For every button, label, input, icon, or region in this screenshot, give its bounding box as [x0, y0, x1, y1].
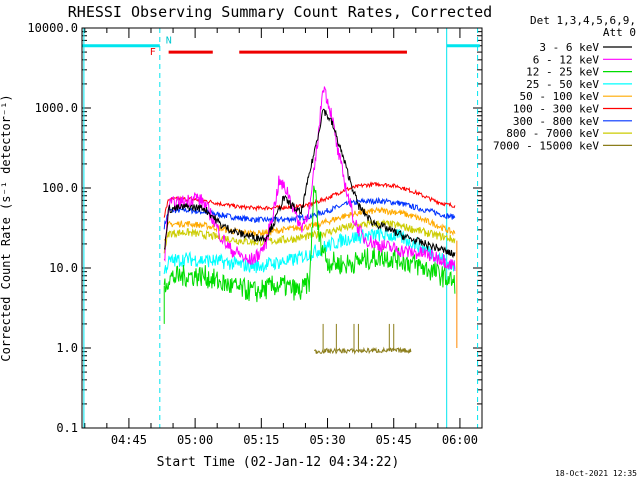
chart-title: RHESSI Observing Summary Count Rates, Co…: [68, 3, 492, 21]
series-line-300-800keV: [163, 196, 456, 230]
series-line-12-25keV: [163, 185, 456, 303]
series-line-25-50keV: [163, 226, 456, 275]
y-tick-label: 100.0: [42, 181, 78, 195]
series-line-50-100keV: [163, 206, 456, 241]
legend-label: 100 - 300 keV: [513, 103, 599, 116]
legend-label: 6 - 12 keV: [533, 53, 600, 66]
legend-header-2: Att 0: [603, 26, 636, 39]
x-tick-label: 04:45: [111, 433, 147, 447]
legend-label: 7000 - 15000 keV: [493, 139, 599, 152]
y-axis-label-text: Corrected Count Rate (s⁻¹ detector⁻¹): [0, 94, 13, 361]
x-tick-label: 05:00: [177, 433, 213, 447]
y-tick-label: 1000.0: [35, 101, 78, 115]
legend-label: 50 - 100 keV: [520, 90, 600, 103]
series-line-3-6keV: [163, 108, 456, 259]
legend-header-1: Det 1,3,4,5,6,9,: [530, 14, 636, 27]
flag-markers: FN: [82, 28, 480, 428]
x-tick-label: 06:00: [442, 433, 478, 447]
plot-frame: [81, 27, 483, 429]
series-line-800-7000keV: [163, 218, 456, 254]
y-axis-ticks: 10000.0 1000.0 100.0 10.0 1.0 0.1: [27, 21, 482, 435]
legend-label: 800 - 7000 keV: [506, 127, 599, 140]
flag-label-n: N: [166, 36, 172, 47]
x-tick-label: 05:45: [376, 433, 412, 447]
footer-date: 18-Oct-2021 12:35: [555, 469, 637, 478]
legend-label: 12 - 25 keV: [526, 66, 599, 79]
x-axis-ticks: 04:45 05:00 05:15 05:30 05:45 06:00: [84, 28, 483, 447]
y-tick-label: 0.1: [56, 421, 78, 435]
y-tick-label: 1.0: [56, 341, 78, 355]
x-tick-label: 05:15: [243, 433, 279, 447]
legend-label: 300 - 800 keV: [513, 115, 599, 128]
series-line-100-300keV: [163, 181, 456, 218]
x-tick-label: 05:30: [309, 433, 345, 447]
series-line-6-12keV: [163, 86, 456, 272]
series-lines: [163, 86, 458, 355]
legend-label: 25 - 50 keV: [526, 78, 599, 91]
flag-label-f: F: [150, 47, 156, 58]
y-tick-label: 10.0: [49, 261, 78, 275]
series-line-7000-15000keV: [313, 346, 412, 355]
legend-label: 3 - 6 keV: [539, 41, 599, 54]
x-axis-label: Start Time (02-Jan-12 04:34:22): [157, 455, 400, 470]
y-axis-label: Corrected Count Rate (s⁻¹ detector⁻¹): [0, 94, 13, 361]
y-tick-label: 10000.0: [27, 21, 78, 35]
